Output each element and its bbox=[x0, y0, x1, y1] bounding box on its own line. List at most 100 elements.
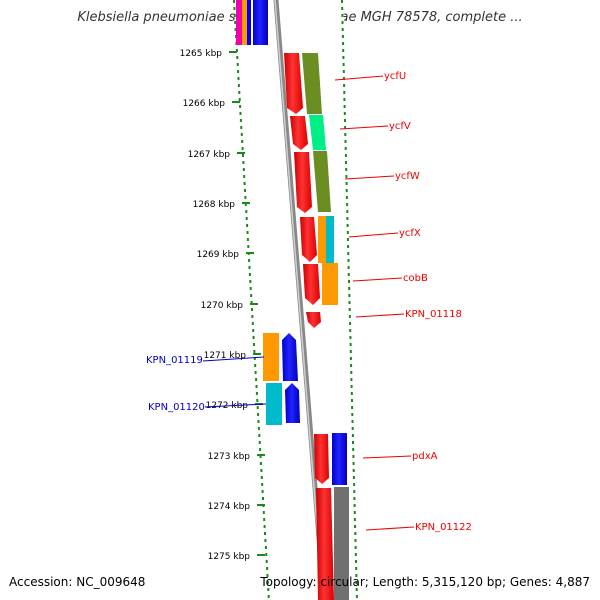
gene-arrow-ycfX bbox=[300, 217, 317, 262]
border-dot bbox=[343, 112, 346, 115]
border-dot bbox=[348, 308, 351, 311]
border-dot bbox=[238, 98, 241, 101]
border-dot bbox=[344, 133, 347, 136]
border-dot bbox=[250, 301, 253, 304]
border-dot bbox=[349, 357, 352, 360]
border-dot bbox=[351, 427, 354, 430]
border-dot bbox=[244, 203, 247, 206]
border-dot bbox=[353, 490, 356, 493]
border-dot bbox=[252, 336, 255, 339]
border-dot bbox=[341, 14, 344, 17]
border-dot bbox=[347, 266, 350, 269]
border-dot bbox=[235, 49, 238, 52]
border-dot bbox=[355, 588, 358, 591]
tick-label: 1268 kbp bbox=[193, 200, 236, 210]
gene-label-KPN_01122[interactable]: KPN_01122 bbox=[415, 522, 472, 533]
tick-label: 1265 kbp bbox=[180, 49, 223, 59]
border-dot bbox=[352, 469, 355, 472]
gene-arrow-KPN_01120 bbox=[285, 383, 300, 423]
border-dot bbox=[353, 504, 356, 507]
border-dot bbox=[264, 546, 267, 549]
border-dot bbox=[241, 140, 244, 143]
border-dot bbox=[350, 371, 353, 374]
tick-label: 1273 kbp bbox=[208, 452, 251, 462]
border-dot bbox=[342, 56, 345, 59]
border-dot bbox=[347, 273, 350, 276]
border-dot bbox=[267, 588, 270, 591]
border-dot bbox=[245, 210, 248, 213]
border-dot bbox=[240, 133, 243, 136]
gene-label-ycfV[interactable]: ycfV bbox=[389, 121, 411, 132]
border-dot bbox=[352, 476, 355, 479]
border-dot bbox=[250, 294, 253, 297]
border-dot bbox=[342, 77, 345, 80]
border-dot bbox=[344, 140, 347, 143]
tick-label: 1267 kbp bbox=[188, 150, 231, 160]
gene-label-KPN_01119[interactable]: KPN_01119 bbox=[146, 355, 203, 366]
border-dot bbox=[349, 343, 352, 346]
border-dot bbox=[262, 511, 265, 514]
tick: 1268 kbp bbox=[193, 200, 250, 210]
border-dot bbox=[353, 511, 356, 514]
tick: 1269 kbp bbox=[197, 250, 254, 260]
border-dot bbox=[351, 434, 354, 437]
border-dot bbox=[341, 0, 343, 3]
border-dot bbox=[345, 161, 347, 164]
border-dot bbox=[346, 210, 349, 213]
border-dot bbox=[243, 182, 246, 185]
border-dot bbox=[349, 322, 352, 325]
backbone-band bbox=[238, 0, 370, 600]
function-blocks bbox=[302, 53, 349, 600]
border-dot bbox=[353, 518, 356, 521]
border-dot bbox=[261, 483, 264, 486]
tick-label: 1271 kbp bbox=[204, 351, 247, 361]
gene-label-KPN_01120[interactable]: KPN_01120 bbox=[148, 402, 205, 413]
border-dot bbox=[261, 490, 264, 493]
border-dot bbox=[352, 455, 355, 458]
border-dot bbox=[255, 392, 258, 395]
border-dot bbox=[345, 175, 348, 178]
border-dot bbox=[234, 21, 237, 24]
gene-arrow-KPN_01119 bbox=[282, 333, 298, 381]
tick: 1270 kbp bbox=[201, 301, 258, 311]
border-dot bbox=[354, 553, 357, 556]
gene-label-ycfU[interactable]: ycfU bbox=[384, 71, 406, 82]
dotted-borders bbox=[233, 0, 358, 598]
border-dot bbox=[341, 35, 344, 38]
tick-label: 1269 kbp bbox=[197, 250, 240, 260]
gene-label-ycfX[interactable]: ycfX bbox=[399, 228, 421, 239]
tick-label: 1274 kbp bbox=[208, 502, 251, 512]
border-dot bbox=[245, 217, 248, 220]
border-dot bbox=[351, 420, 354, 423]
border-dot bbox=[349, 329, 352, 332]
gene-block-KPN_01120 bbox=[266, 383, 282, 425]
gene-label-pdxA[interactable]: pdxA bbox=[412, 451, 438, 462]
gene-arrow-ycfV bbox=[290, 116, 308, 150]
border-dot bbox=[234, 28, 237, 31]
border-dot bbox=[342, 49, 345, 52]
tick: 1273 kbp bbox=[208, 452, 265, 462]
forward-strand-genes bbox=[284, 53, 334, 600]
gene-arrow-ycfU bbox=[284, 53, 303, 114]
border-dot bbox=[355, 567, 358, 570]
border-dot bbox=[260, 469, 263, 472]
tick-label: 1275 kbp bbox=[208, 552, 251, 562]
border-dot bbox=[355, 581, 358, 584]
border-dot bbox=[346, 231, 349, 234]
border-dot bbox=[349, 350, 352, 353]
border-dot bbox=[267, 595, 270, 598]
border-dot bbox=[237, 77, 240, 80]
border-dot bbox=[345, 168, 348, 171]
border-dot bbox=[346, 217, 349, 220]
border-dot bbox=[348, 280, 350, 283]
border-dot bbox=[266, 581, 269, 584]
border-dot bbox=[341, 21, 344, 24]
gene-label-ycfW[interactable]: ycfW bbox=[395, 171, 420, 182]
gene-block-KPN_01119 bbox=[263, 333, 279, 381]
gene-label-KPN_01118[interactable]: KPN_01118 bbox=[405, 309, 462, 320]
border-dot bbox=[343, 105, 346, 108]
gene-label-cobB[interactable]: cobB bbox=[403, 273, 428, 284]
tick: 1275 kbp bbox=[208, 552, 265, 562]
border-dot bbox=[345, 189, 348, 192]
